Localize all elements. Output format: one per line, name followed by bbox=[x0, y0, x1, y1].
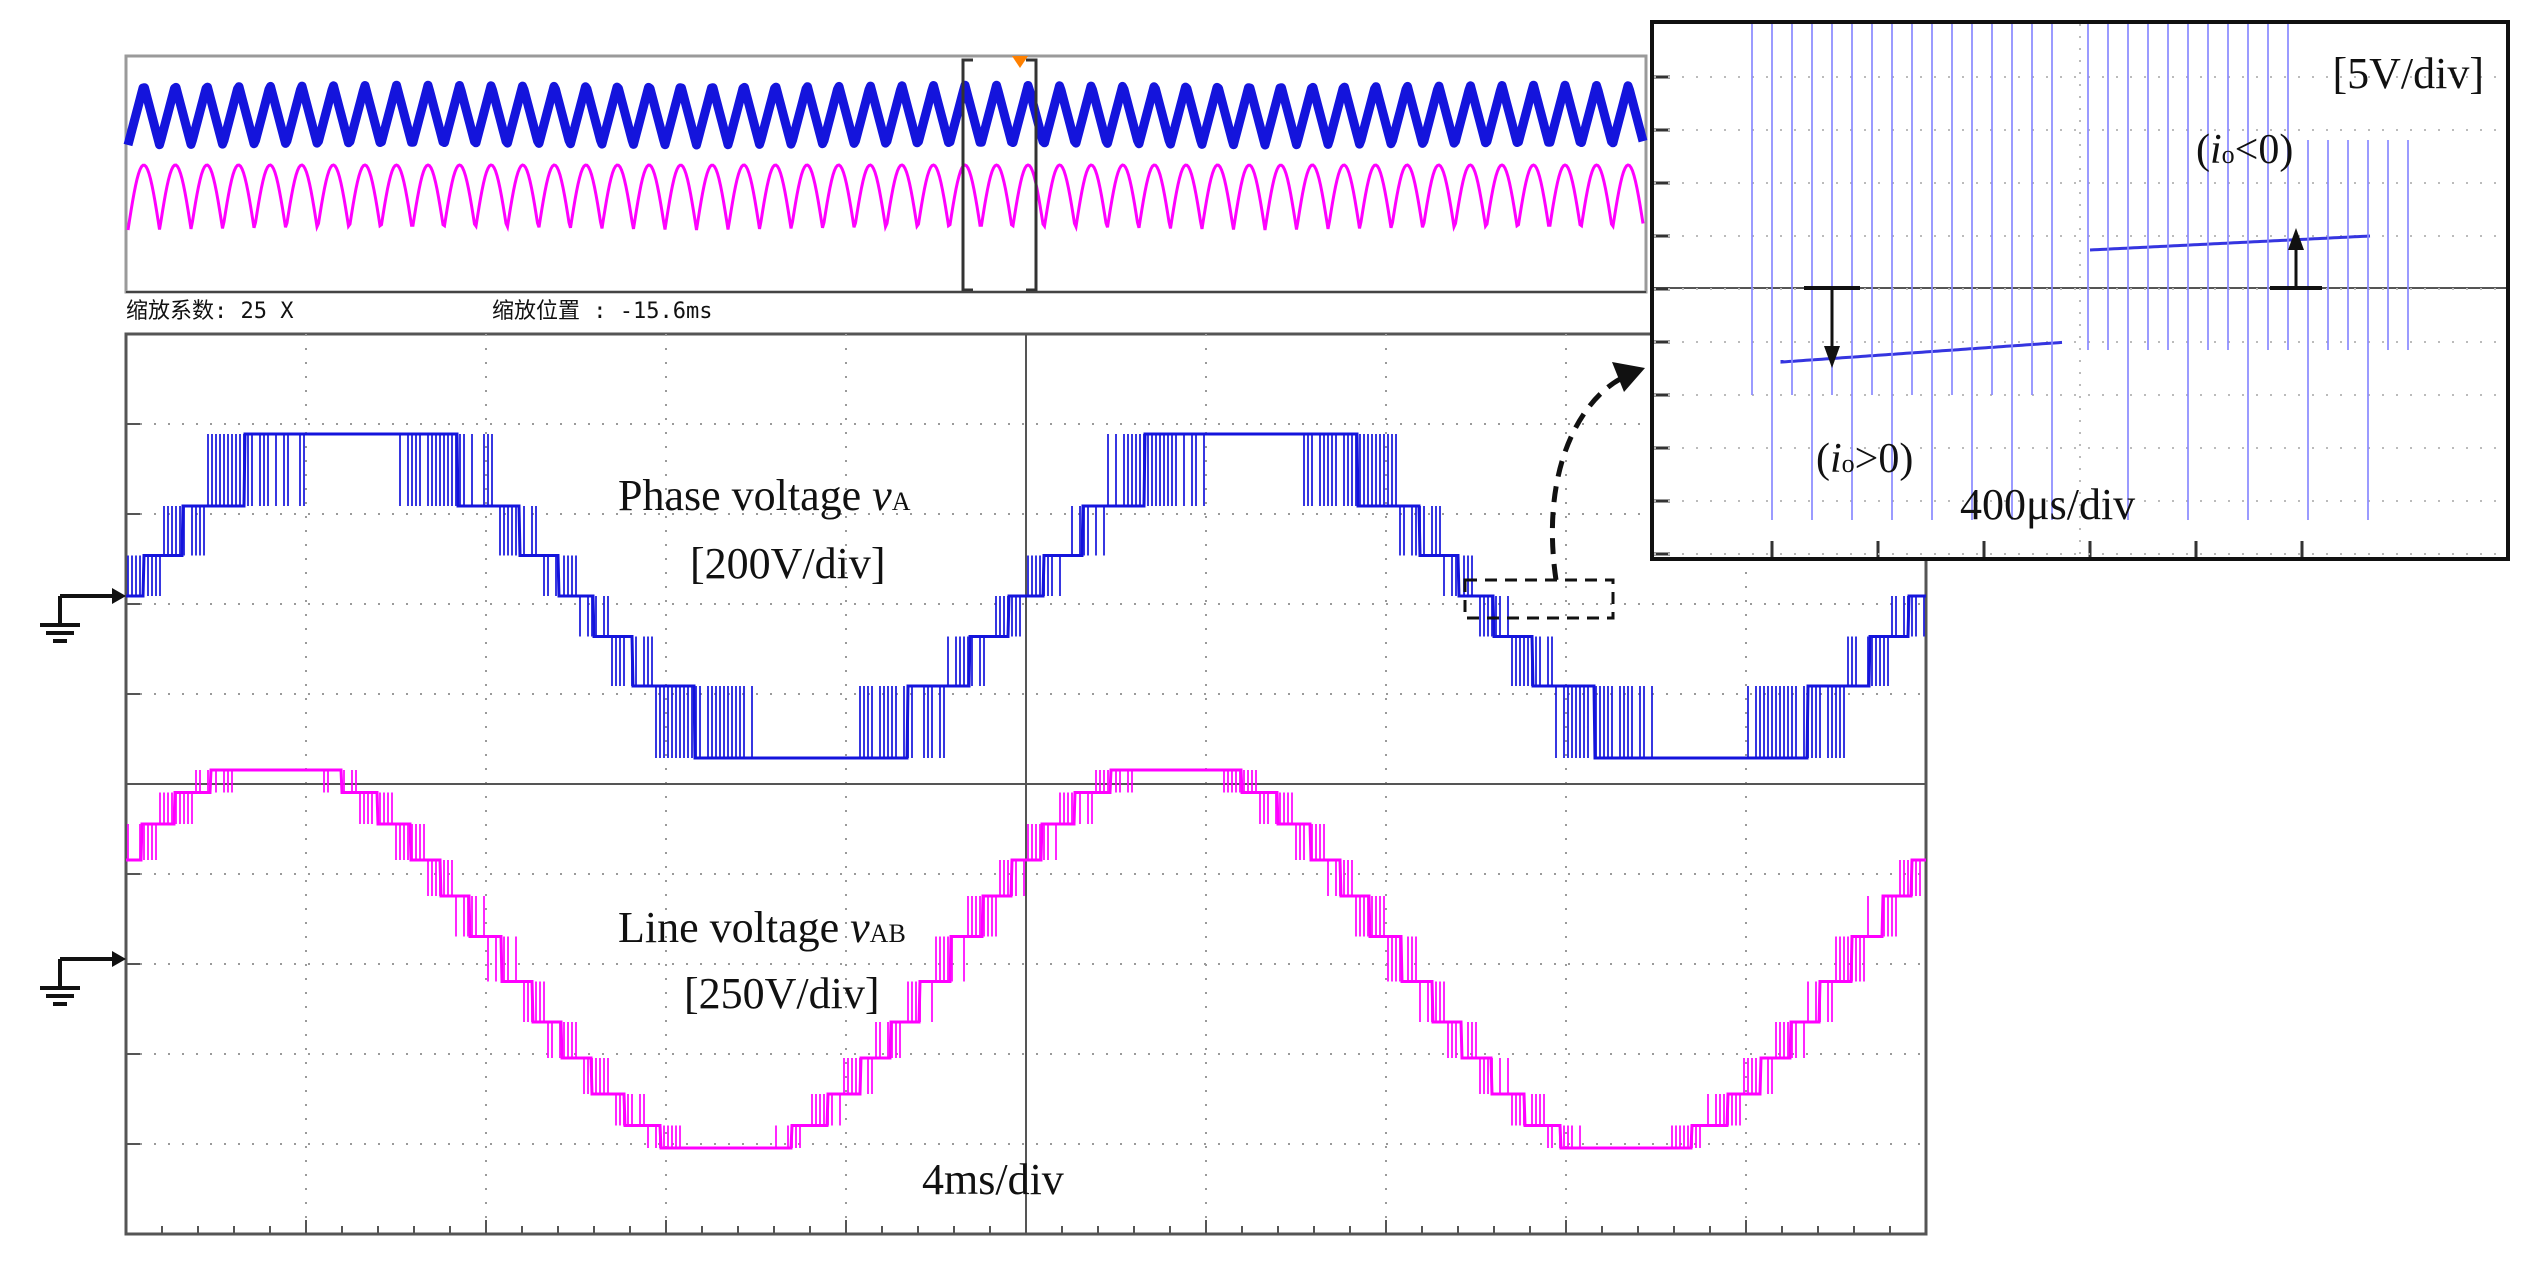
zoom-overview-waves bbox=[123, 80, 1648, 232]
inset-level-positive bbox=[2089, 234, 2371, 252]
trigger-marker-icon bbox=[1012, 56, 1028, 68]
time-scale-label: 4ms/div bbox=[922, 1155, 1064, 1204]
inset-frame bbox=[1650, 20, 2510, 561]
main-plot: Phase voltage vA [200V/div] Line voltage… bbox=[124, 332, 1928, 1236]
zoom-callout-arrow bbox=[1550, 362, 1645, 581]
line-voltage-scale: [250V/div] bbox=[684, 969, 880, 1018]
phase-voltage-scale: [200V/div] bbox=[690, 539, 886, 588]
zoom-overview-frame bbox=[124, 54, 1648, 294]
inset-arrow-positive bbox=[2270, 228, 2322, 290]
phase-voltage-trace bbox=[126, 432, 1926, 760]
zoom-factor-label: 缩放系数: 25 X bbox=[126, 299, 294, 324]
inset-time-scale-label: 400μs/div bbox=[1960, 480, 2135, 529]
trace-pwm bbox=[127, 770, 1921, 1148]
line-voltage-trace bbox=[126, 768, 1926, 1150]
zoom-window-bracket bbox=[961, 58, 1038, 292]
phase-voltage-label: Phase voltage vA bbox=[618, 471, 911, 520]
zoom-highlight-box bbox=[1463, 578, 1615, 620]
inset-zoom-plot: [5V/div] (io<0) (io>0) 400μs/div bbox=[1650, 20, 2510, 561]
trace-baseline bbox=[126, 768, 1926, 1150]
line-ground-marker bbox=[40, 951, 126, 1006]
zoom-overview-strip: 缩放系数: 25 X 缩放位置 : -15.6ms bbox=[123, 54, 1648, 324]
trace-baseline bbox=[126, 432, 1926, 760]
zoom-position-label: 缩放位置 : -15.6ms bbox=[492, 299, 712, 324]
inset-grid bbox=[1654, 24, 2506, 557]
line-voltage-label: Line voltage vAB bbox=[618, 903, 906, 952]
inset-label-io-positive: (io>0) bbox=[1816, 436, 1913, 482]
trace-pwm bbox=[127, 434, 1925, 758]
zoom-line-trace bbox=[126, 163, 1645, 232]
inset-label-io-negative: (io<0) bbox=[2196, 127, 2293, 173]
inset-scale-label: [5V/div] bbox=[2332, 49, 2484, 98]
main-grid bbox=[125, 333, 1927, 1235]
inset-trace bbox=[1751, 24, 2409, 520]
inset-arrow-negative bbox=[1804, 286, 1860, 368]
zoom-phase-trace bbox=[123, 80, 1648, 150]
phase-ground-marker bbox=[40, 588, 126, 643]
inset-level-negative bbox=[1780, 340, 2063, 364]
